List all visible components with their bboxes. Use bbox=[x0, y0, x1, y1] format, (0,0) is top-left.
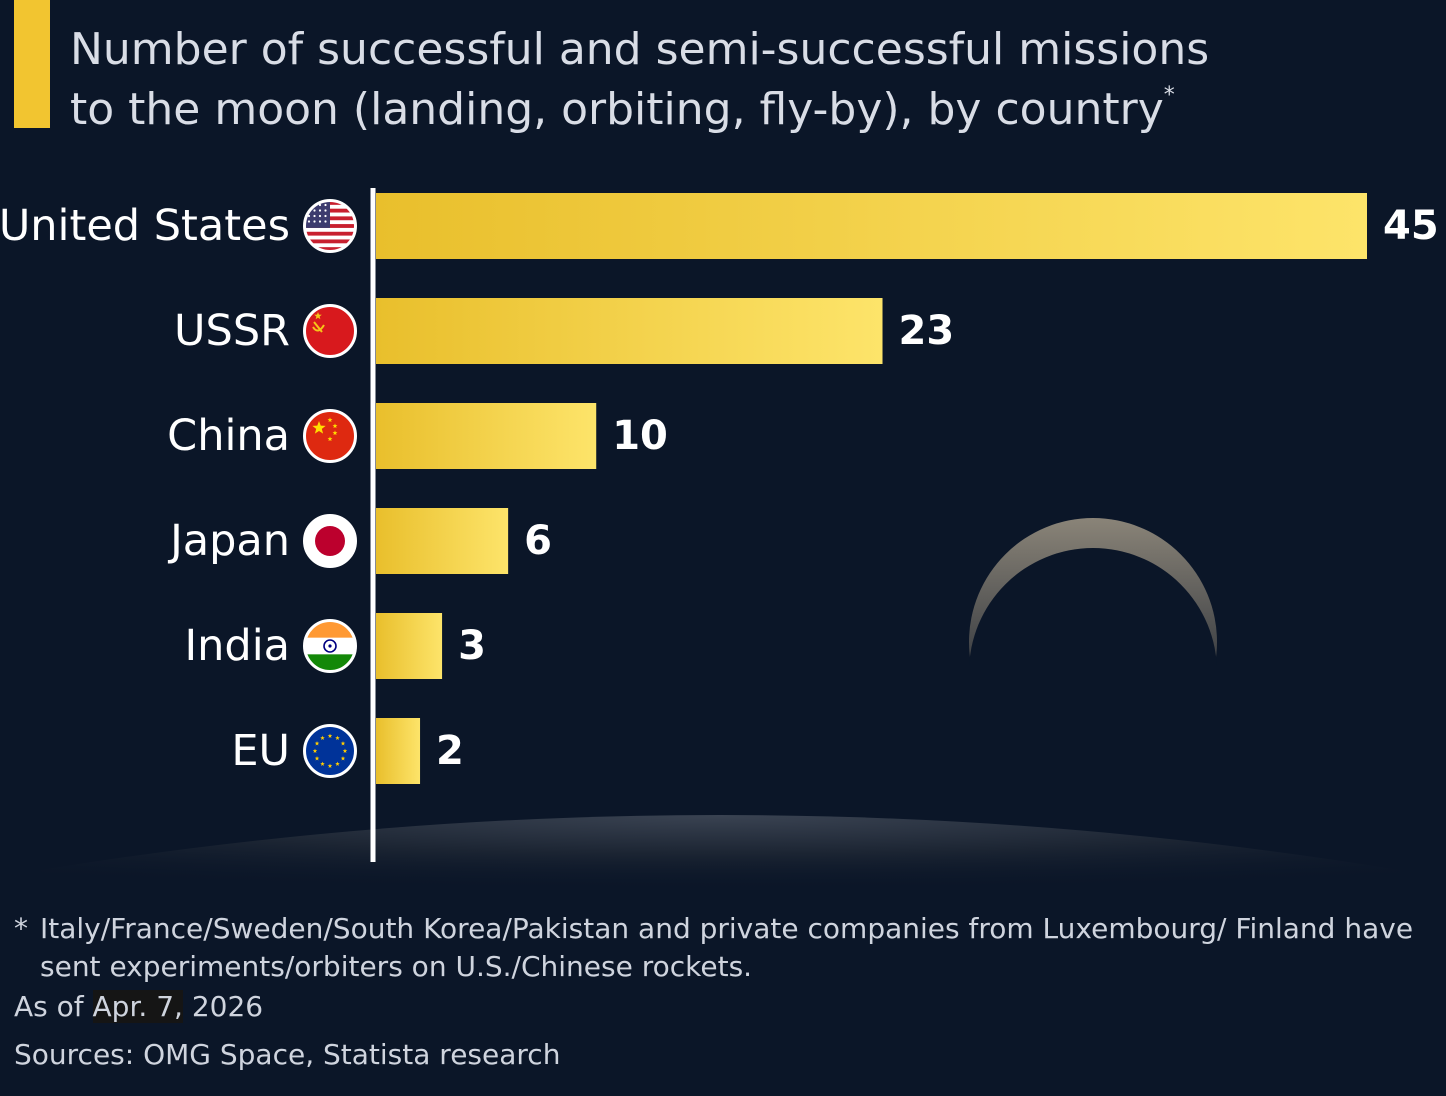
bar-china bbox=[376, 403, 597, 469]
footnote-text: Italy/France/Sweden/South Korea/Pakistan… bbox=[40, 912, 1414, 983]
value-label-china: 10 bbox=[612, 413, 668, 459]
bar-japan bbox=[376, 508, 509, 574]
chart-title: Number of successful and semi-successful… bbox=[70, 20, 1370, 140]
bar-ussr bbox=[376, 298, 883, 364]
category-label-eu: EU bbox=[231, 726, 290, 776]
india-flag-icon bbox=[303, 619, 357, 673]
category-label-china: China bbox=[167, 411, 290, 461]
title-line-1: Number of successful and semi-successful… bbox=[70, 24, 1210, 75]
flags-group bbox=[303, 199, 357, 778]
category-label-united-states: United States bbox=[0, 201, 290, 251]
category-label-india: India bbox=[184, 621, 290, 671]
china-flag-icon bbox=[303, 409, 357, 463]
lunar-surface-decoration bbox=[40, 815, 1400, 900]
value-label-ussr: 23 bbox=[899, 308, 955, 354]
as-of-prefix: As of bbox=[14, 990, 93, 1023]
value-label-india: 3 bbox=[458, 623, 486, 669]
title-accent-bar bbox=[14, 0, 50, 128]
as-of-date: As of Apr. 7, 2026 bbox=[14, 988, 263, 1026]
value-label-united-states: 45 bbox=[1383, 203, 1439, 249]
japan-flag-icon bbox=[303, 514, 357, 568]
crescent-moon-decoration bbox=[969, 518, 1217, 665]
ussr-flag-icon bbox=[303, 304, 357, 358]
footnote-marker: * bbox=[14, 912, 28, 945]
us-flag-icon bbox=[303, 199, 357, 253]
title-line-2: to the moon (landing, orbiting, fly-by),… bbox=[70, 80, 1370, 140]
value-label-japan: 6 bbox=[524, 518, 552, 564]
sources-note: Sources: OMG Space, Statista research bbox=[14, 1038, 561, 1071]
eu-flag-icon bbox=[303, 724, 357, 778]
value-label-eu: 2 bbox=[436, 728, 464, 774]
category-label-ussr: USSR bbox=[174, 306, 290, 356]
title-footnote-marker: * bbox=[1163, 83, 1175, 108]
value-labels-group: 45 23 10 6 3 2 bbox=[436, 203, 1439, 774]
title-line-2-text: to the moon (landing, orbiting, fly-by),… bbox=[70, 84, 1164, 135]
bar-eu bbox=[376, 718, 421, 784]
bars-group bbox=[376, 193, 1367, 784]
footnote: * Italy/France/Sweden/South Korea/Pakist… bbox=[14, 910, 1414, 986]
category-label-japan: Japan bbox=[167, 516, 290, 566]
as-of-year: 2026 bbox=[182, 990, 264, 1023]
category-labels-group: United States USSR China Japan India EU bbox=[0, 201, 290, 776]
bar-united-states bbox=[376, 193, 1367, 259]
bar-india bbox=[376, 613, 443, 679]
as-of-date-highlight: Apr. 7, bbox=[92, 990, 183, 1023]
